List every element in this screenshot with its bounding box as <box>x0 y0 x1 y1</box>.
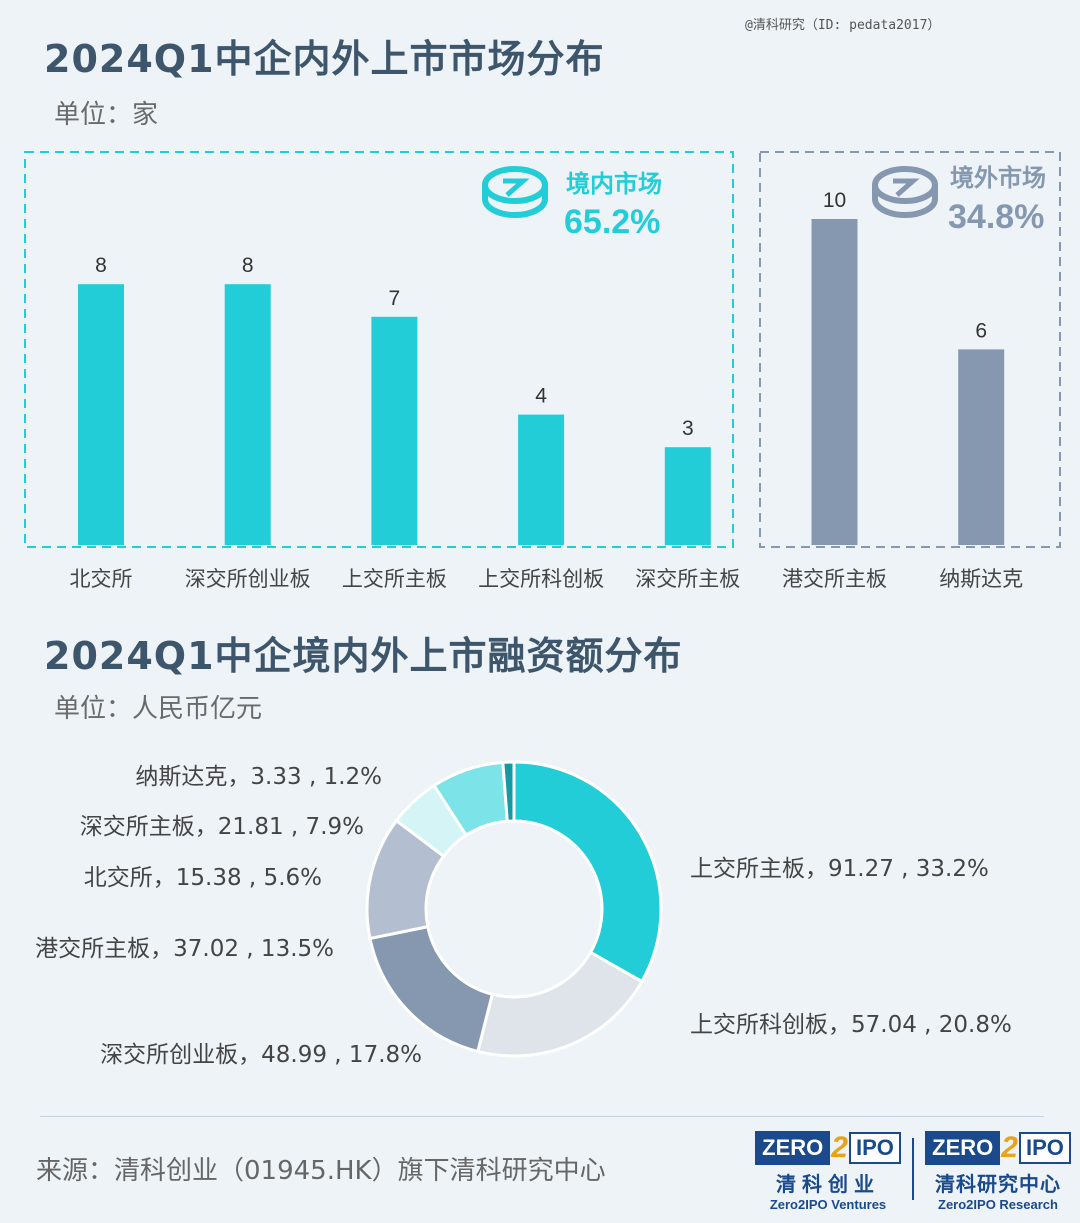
pie-chart-icon-domestic <box>482 166 548 218</box>
bar-category-label: 纳斯达克 <box>939 567 1023 591</box>
bar-3 <box>518 414 565 545</box>
donut-label: 港交所主板，37.02 , 13.5% <box>35 936 334 962</box>
zero2ipo-ventures-logo: ZERO 2 IPO 清科创业 Zero2IPO Ventures <box>755 1131 901 1212</box>
foreign-label: 境外市场 <box>950 164 1046 192</box>
donut-slice-1 <box>475 950 644 1058</box>
bar-4 <box>664 447 711 545</box>
bar-1 <box>224 284 271 545</box>
foreign-frame <box>759 151 1061 548</box>
donut-label: 上交所科创板，57.04 , 20.8% <box>690 1012 1012 1038</box>
bar-value-label: 4 <box>535 385 547 408</box>
bar-category-label: 北交所 <box>70 567 133 591</box>
footer-divider <box>40 1116 1044 1117</box>
domestic-pct: 65.2% <box>564 203 660 241</box>
chart2-title: 2024Q1中企境内外上市融资额分布 <box>44 634 683 678</box>
bar-2 <box>371 316 418 545</box>
bar-6 <box>958 349 1005 545</box>
donut-label: 北交所，15.38 , 5.6% <box>84 865 322 891</box>
logo-separator <box>912 1138 914 1200</box>
donut-label: 上交所主板，91.27 , 33.2% <box>690 856 989 882</box>
donut-label: 深交所主板，21.81 , 7.9% <box>80 814 364 840</box>
source-text: 来源：清科创业（01945.HK）旗下清科研究中心 <box>36 1156 606 1186</box>
bar-value-label: 8 <box>95 254 107 277</box>
chart1-title: 2024Q1中企内外上市市场分布 <box>44 37 605 81</box>
bar-value-label: 3 <box>682 417 694 440</box>
bar-5 <box>811 219 858 545</box>
pie-chart-icon-foreign <box>872 166 938 218</box>
domestic-frame <box>24 151 734 548</box>
bar-category-label: 港交所主板 <box>782 567 887 591</box>
donut-label: 纳斯达克，3.33 , 1.2% <box>135 764 382 790</box>
bar-chart: 境内市场 65.2% 境外市场 34.8% 8 北交所 8 深交所创业板 7 上交所主板 4… <box>24 151 1061 591</box>
bar-value-label: 8 <box>242 254 254 277</box>
bar-0 <box>78 284 124 545</box>
bar-category-label: 深交所创业板 <box>185 567 311 591</box>
foreign-pct: 34.8% <box>948 198 1044 236</box>
donut-slice-6 <box>501 760 516 823</box>
domestic-label: 境内市场 <box>566 170 662 198</box>
chart1-unit: 单位：家 <box>54 100 159 130</box>
chart2-unit: 单位：人民币亿元 <box>54 694 263 724</box>
donut-chart: 上交所主板，91.27 , 33.2% 上交所科创板，57.04 , 20.8% 深… <box>35 760 1012 1068</box>
bar-category-label: 上交所主板 <box>342 567 447 591</box>
bar-value-label: 6 <box>975 319 987 342</box>
bar-value-label: 7 <box>389 287 401 310</box>
zero2ipo-research-logo: ZERO 2 IPO 清科研究中心 Zero2IPO Research <box>925 1131 1071 1212</box>
bar-category-label: 深交所主板 <box>635 567 740 591</box>
donut-slice-0 <box>512 760 663 984</box>
donut-slice-2 <box>368 924 495 1054</box>
donut-label: 深交所创业板，48.99 , 17.8% <box>100 1042 422 1068</box>
watermark: @清科研究（ID: pedata2017） <box>745 18 941 33</box>
bar-category-label: 上交所科创板 <box>478 567 604 591</box>
bar-value-label: 10 <box>823 189 846 212</box>
